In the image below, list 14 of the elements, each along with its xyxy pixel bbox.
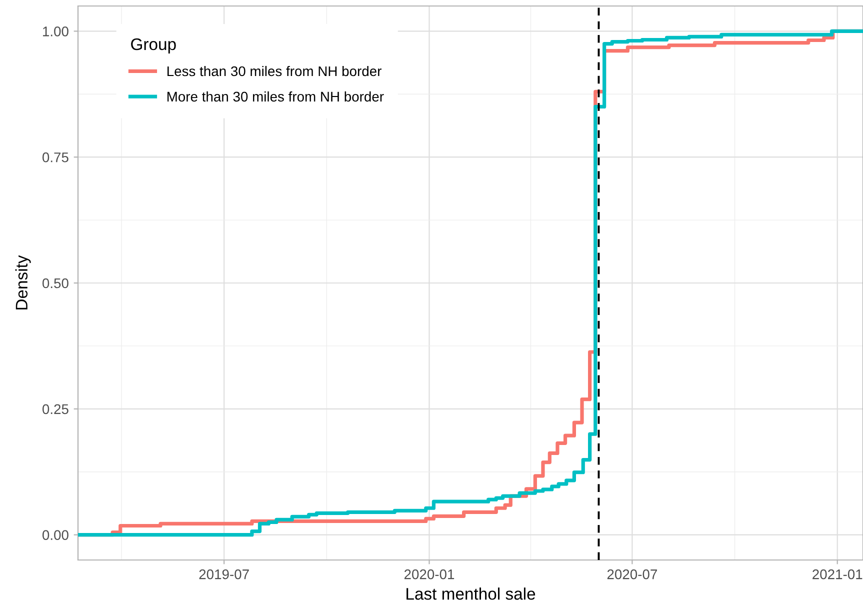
y-axis-title: Density xyxy=(15,255,31,310)
y-tick-label: 0.75 xyxy=(42,152,68,162)
x-tick-label: 2020-01 xyxy=(404,569,454,580)
x-tick-label: 2019-07 xyxy=(199,569,249,580)
y-tick-label: 1.00 xyxy=(43,26,68,36)
y-tick-label: 0.50 xyxy=(42,278,68,288)
legend-label: Less than 30 miles from NH border xyxy=(167,66,382,76)
x-tick-label: 2021-01 xyxy=(812,569,862,580)
x-axis-title: Last menthol sale xyxy=(406,588,536,600)
y-tick-label: 0.25 xyxy=(42,404,68,414)
legend-title: Group xyxy=(131,38,176,54)
y-tick-label: 0.00 xyxy=(42,530,68,540)
x-tick-label: 2020-07 xyxy=(607,569,657,580)
legend-label: More than 30 miles from NH border xyxy=(167,91,384,102)
